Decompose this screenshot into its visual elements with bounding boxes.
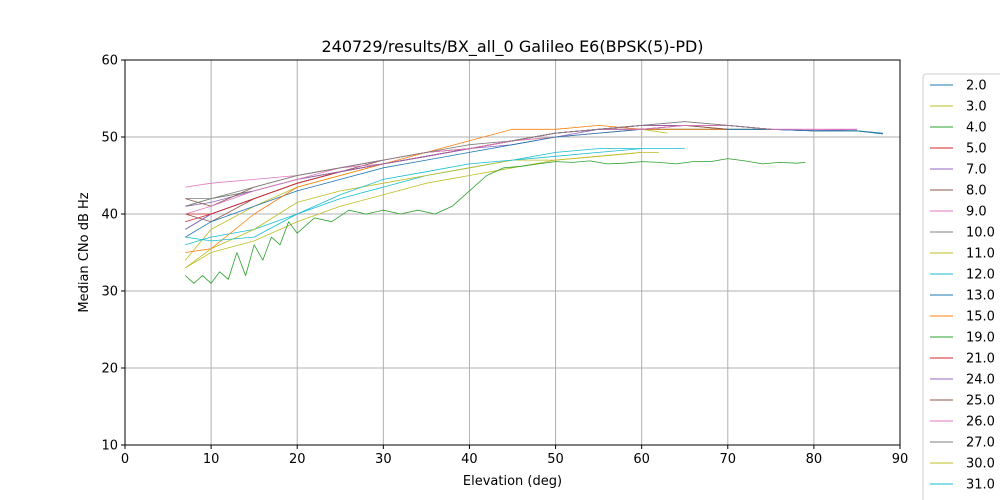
legend-entry: 24.0 — [966, 373, 995, 388]
y-tick-label: 60 — [101, 54, 118, 69]
legend-entry: 30.0 — [966, 457, 995, 472]
legend-entry: 8.0 — [966, 184, 987, 199]
series-line-12.0 — [185, 148, 642, 246]
legend-entry: 21.0 — [966, 352, 995, 367]
series-line-30.0 — [185, 151, 659, 269]
x-tick-label: 50 — [547, 452, 564, 467]
x-axis-label: Elevation (deg) — [463, 474, 562, 489]
legend-entry: 11.0 — [966, 247, 995, 262]
y-tick-label: 50 — [101, 131, 118, 146]
legend-entry: 7.0 — [966, 163, 987, 178]
legend-entry: 13.0 — [966, 289, 995, 304]
series-line-15.0 — [185, 125, 728, 253]
x-tick-label: 0 — [121, 452, 129, 467]
y-tick-label: 10 — [101, 439, 118, 454]
series-line-9.0 — [185, 125, 857, 188]
series-line-10.0 — [185, 121, 771, 200]
legend-entry: 27.0 — [966, 436, 995, 451]
x-tick-label: 30 — [375, 452, 392, 467]
legend: 2.0 3.0 4.0 5.0 7.0 8.0 9.0 10.0 11.0 12.0 13.0 15.… — [922, 73, 1000, 500]
chart-title: 240729/results/BX_all_0 Galileo E6(BPSK(… — [321, 37, 703, 57]
series-line-31.0 — [185, 148, 685, 242]
legend-entry: 3.0 — [966, 100, 987, 115]
y-tick-label: 40 — [101, 208, 118, 223]
legend-entry: 15.0 — [966, 310, 995, 325]
series-group — [184, 121, 883, 284]
legend-entry: 26.0 — [966, 415, 995, 430]
x-tick-label: 90 — [892, 452, 909, 467]
legend-box — [922, 73, 1000, 500]
y-axis-label: Median CNo dB Hz — [77, 192, 92, 312]
plot-frame — [124, 59, 901, 446]
series-line-26.0 — [185, 125, 857, 215]
x-tick-label: 20 — [289, 452, 306, 467]
legend-entry: 4.0 — [966, 121, 987, 136]
series-line-27.0 — [185, 121, 771, 207]
legend-entry: 25.0 — [966, 394, 995, 409]
legend-entry: 9.0 — [966, 205, 987, 220]
x-tick-label: 10 — [203, 452, 220, 467]
x-tick-label: 70 — [720, 452, 737, 467]
legend-entry: 2.0 — [966, 79, 987, 94]
x-tick-label: 80 — [806, 452, 823, 467]
y-tick-label: 30 — [101, 285, 118, 300]
legend-entry: 5.0 — [966, 142, 987, 157]
legend-entry: 12.0 — [966, 268, 995, 283]
series-line-13.0 — [185, 128, 883, 238]
y-tick-label: 20 — [101, 362, 118, 377]
grid — [124, 59, 901, 446]
series-line-11.0 — [185, 152, 642, 269]
legend-entry: 31.0 — [966, 478, 995, 493]
series-line-19.0 — [185, 158, 806, 284]
x-tick-label: 60 — [633, 452, 650, 467]
x-tick-label: 40 — [461, 452, 478, 467]
legend-entry: 19.0 — [966, 331, 995, 346]
legend-entry: 10.0 — [966, 226, 995, 241]
